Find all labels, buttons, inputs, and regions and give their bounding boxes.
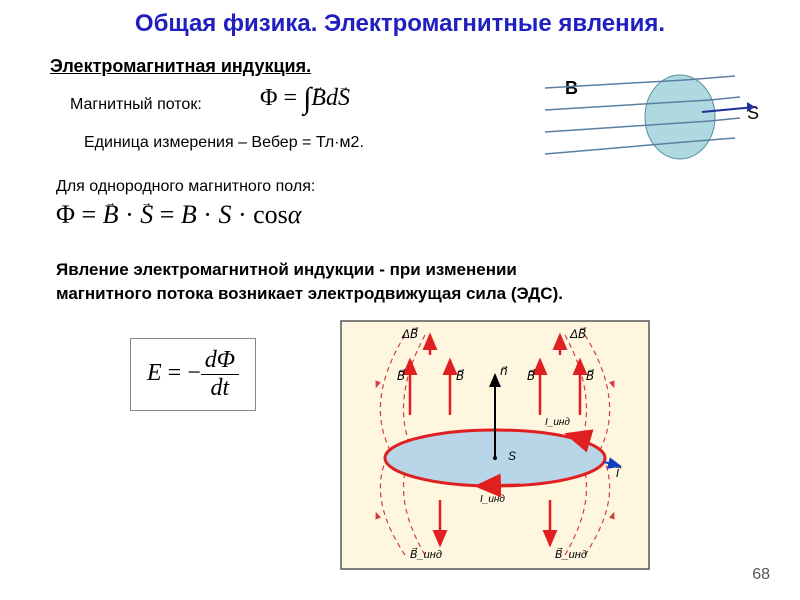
page-title: Общая физика. Электромагнитные явления. <box>0 0 800 38</box>
section-subtitle: Электромагнитная индукция. <box>50 56 311 77</box>
svg-text:B⃗: B⃗ <box>586 369 594 383</box>
page-number: 68 <box>752 566 770 584</box>
svg-text:ΔB⃗: ΔB⃗ <box>401 327 418 341</box>
flux-uniform-formula: Φ = →B · →S = B · S · cosα <box>56 200 301 230</box>
svg-text:ΔB⃗: ΔB⃗ <box>569 327 586 341</box>
svg-text:n⃗: n⃗ <box>500 364 508 378</box>
unit-label: Единица измерения – Вебер = Тл·м2. <box>84 134 364 152</box>
svg-text:B⃗_инд: B⃗_инд <box>555 547 587 561</box>
svg-text:I_инд: I_инд <box>545 417 570 428</box>
uniform-field-label: Для однородного магнитного поля: <box>56 178 315 196</box>
magnetic-flux-label: Магнитный поток: <box>70 96 202 114</box>
flux-integral-formula: Φ = ∫→Bd→S <box>260 82 350 116</box>
svg-text:B⃗: B⃗ <box>527 369 535 383</box>
definition-line1: Явление электромагнитной индукции - при … <box>56 260 517 279</box>
induction-definition: Явление электромагнитной индукции - при … <box>56 258 563 306</box>
definition-line2: магнитного потока возникает электродвижу… <box>56 284 563 303</box>
surface-flux-diagram <box>540 72 770 172</box>
induction-field-diagram: ΔB⃗ ΔB⃗ B⃗ B⃗ B⃗ B⃗ n⃗ S I⃗ I_инд I_инд … <box>340 320 650 570</box>
emf-formula-box: E = −dΦdt <box>130 338 256 411</box>
svg-text:B⃗: B⃗ <box>397 369 405 383</box>
svg-text:S: S <box>508 449 516 463</box>
svg-text:B⃗_инд: B⃗_инд <box>410 547 442 561</box>
svg-text:B⃗: B⃗ <box>456 369 464 383</box>
svg-text:I_инд: I_инд <box>480 494 505 505</box>
